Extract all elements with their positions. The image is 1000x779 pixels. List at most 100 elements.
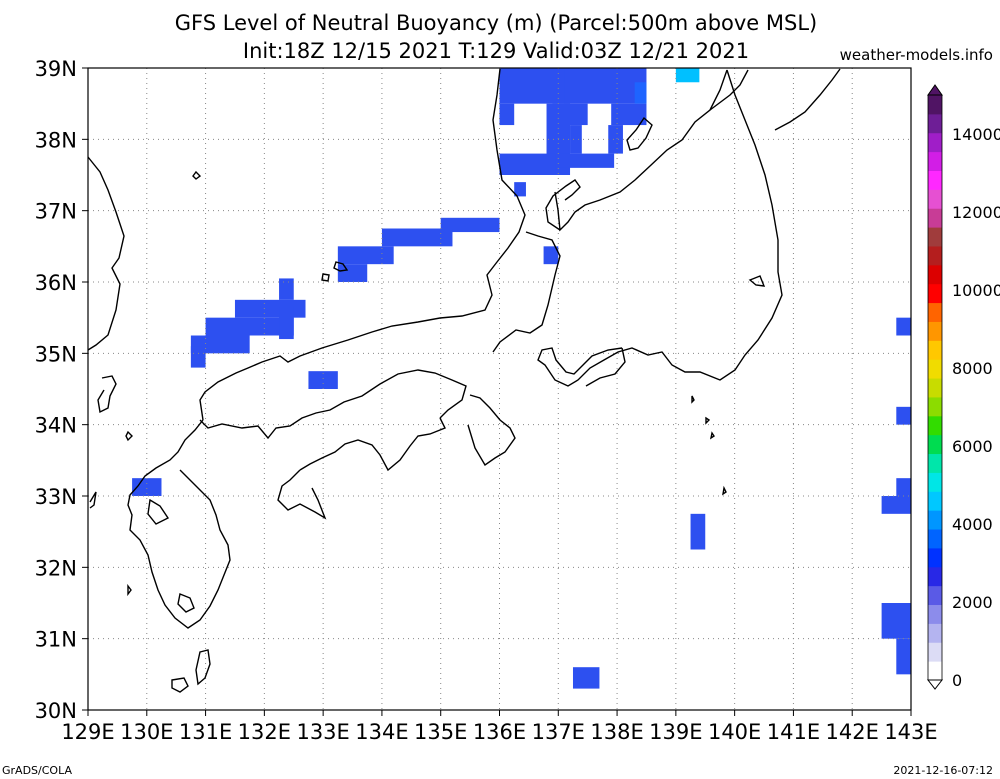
colorbar-segment [928,566,942,587]
colorbar-min-arrow [926,679,944,690]
lon-tick-label: 130E [120,720,173,744]
coastline-path [722,485,727,496]
lnb-cell [558,153,615,168]
lon-tick-label: 129E [61,720,114,744]
colorbar-segment [928,95,942,115]
coastlines [87,68,841,693]
lnb-cell [881,603,911,639]
colorbar-label: 12000 [952,203,1000,222]
coastline-path [585,347,626,387]
colorbar-frame [927,94,943,681]
colorbar-segment [928,529,942,549]
colorbar-label: 14000 [952,125,1000,144]
colorbar-segment [928,302,942,322]
colorbar-segment [928,170,942,190]
lon-tick-label: 138E [590,720,643,744]
lnb-cell [234,299,306,318]
coastline-path [691,395,695,404]
colorbar-segment [928,453,942,473]
coastline-path [127,583,132,597]
colorbar-segment [928,623,942,643]
coastline-path [554,69,728,232]
colorbar-segment [928,604,942,624]
lon-tick-label: 133E [296,720,349,744]
lnb-cell [337,246,394,265]
lnb-cell [308,371,338,389]
colorbar-segment [928,642,942,662]
colorbar-segment [928,378,942,398]
lnb-cell [675,68,700,83]
colorbar-max-arrow [927,84,943,96]
colorbar-label: 2000 [952,593,993,612]
lon-tick-label: 137E [532,720,585,744]
coastline-path [709,431,715,440]
colorbar-segment [928,415,942,436]
lnb-cell [881,496,911,514]
lnb-cell [608,125,623,154]
lnb-cell [543,246,559,265]
lnb-cell [440,217,500,233]
coastline-path [195,649,211,686]
lnb-cells [132,68,911,689]
lat-tick-label: 36N [35,271,77,295]
footer-left: GrADS/COLA [2,764,72,777]
colorbar-segment [928,227,942,247]
colorbar-segment [928,283,942,304]
colorbar-segment [928,151,942,171]
lat-tick-label: 31N [35,628,77,652]
colorbar-segment [928,396,942,417]
coastline-path [199,68,526,421]
coastline-path [199,369,467,440]
lat-tick-label: 30N [35,699,77,723]
colorbar-segment [928,472,942,492]
lnb-cell [279,306,294,340]
colorbar-label: 0 [952,671,962,690]
colorbar-segment [928,510,942,530]
colorbar-segment [928,245,942,266]
lnb-cell [279,278,294,300]
lnb-cell [499,68,571,104]
lnb-cell [896,317,911,336]
coastline-path [467,394,516,467]
coastline-path [545,179,581,231]
colorbar-segment [928,491,942,511]
site-credit: weather-models.info [840,46,993,64]
lnb-cell [205,317,294,336]
lon-tick-label: 131E [179,720,232,744]
lnb-cell [564,68,647,104]
coastline-path [537,69,783,387]
colorbar-segment [928,434,942,455]
coastline-path [192,170,202,180]
coastline-path [709,69,749,111]
lnb-cell [690,513,706,550]
lat-tick-label: 38N [35,128,77,152]
coastline-path [321,273,330,282]
colorbar-label: 6000 [952,437,993,456]
colorbar-segment [928,585,942,606]
lat-tick-label: 33N [35,485,77,509]
lon-tick-label: 139E [649,720,702,744]
lon-tick-label: 143E [884,720,937,744]
coastline-path [626,116,653,151]
coastline-path [89,491,97,509]
title-line-2: Init:18Z 12/15 2021 T:129 Valid:03Z 12/2… [243,39,749,63]
coastline-path [177,593,195,613]
lat-tick-label: 32N [35,556,77,580]
colorbar-segment [928,547,942,568]
colorbar-segment [928,132,942,153]
coastline-path [97,375,117,414]
lon-tick-label: 140E [708,720,761,744]
lon-tick-label: 134E [355,720,408,744]
footer-right: 2021-12-16-07:12 [893,764,993,777]
lnb-cell [896,478,911,496]
coastline-path [333,261,349,272]
lnb-cell [514,182,526,197]
colorbar-segment [928,359,942,379]
lon-tick-label: 141E [767,720,820,744]
lnb-cell [572,667,600,689]
coastline-path [492,231,561,353]
lnb-cell [132,478,162,496]
lon-tick-label: 132E [238,720,291,744]
colorbar-segment [928,661,942,681]
lnb-cell [634,82,647,104]
